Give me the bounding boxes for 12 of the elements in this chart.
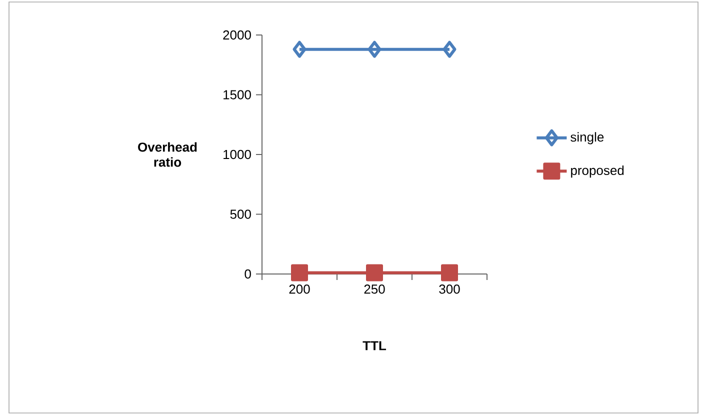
legend-label: proposed <box>571 165 624 178</box>
legend-label: single <box>570 132 604 144</box>
x-tick-label: 200 <box>289 284 310 294</box>
x-tick-label: 250 <box>364 284 385 294</box>
x-axis-title: TTL <box>362 341 386 350</box>
y-axis-title: Overhead ratio <box>138 142 197 167</box>
y-tick-label: 1000 <box>224 150 251 160</box>
y-tick-label: 2000 <box>223 30 251 40</box>
y-tick-label: 0 <box>244 269 251 279</box>
y-tick-label: 1500 <box>224 90 251 100</box>
x-tick-label: 300 <box>439 284 460 294</box>
y-tick-label: 500 <box>230 210 251 219</box>
